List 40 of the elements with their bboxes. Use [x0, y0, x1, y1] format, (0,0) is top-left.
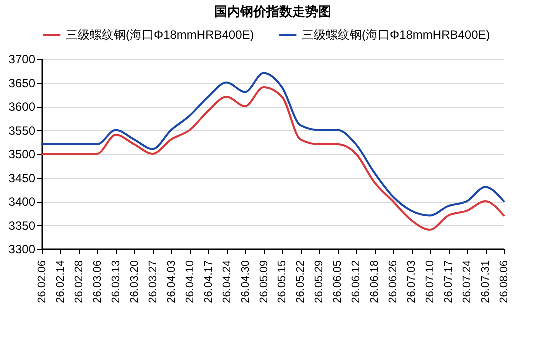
x-tick-label: 26.07.24	[462, 260, 474, 304]
x-tick-label: 26.04.10	[184, 260, 196, 304]
legend-label: 三级螺纹钢(海口Φ18mmHRB400E)	[66, 28, 254, 42]
x-tick-label: 26.04.17	[202, 260, 215, 304]
x-tick-label: 26.04.24	[221, 260, 234, 304]
x-tick-label: 26.03.20	[128, 260, 141, 304]
x-tick-label: 26.04.03	[166, 260, 178, 304]
y-tick-label: 3650	[8, 76, 36, 90]
x-tick-label: 26.05.22	[295, 260, 308, 304]
x-tick-label: 26.03.27	[147, 260, 160, 304]
line-series	[41, 72, 505, 217]
x-tick-label: 26.02.06	[36, 260, 48, 304]
x-tick-label: 26.05.15	[276, 260, 289, 304]
x-tick-label: 26.03.06	[92, 260, 104, 304]
x-tick-label: 26.04.30	[240, 260, 252, 304]
chart-title: 国内钢价指数走势图	[214, 4, 332, 19]
y-tick-label: 3700	[8, 52, 36, 66]
x-tick-label: 26.05.09	[258, 260, 270, 304]
x-tick-label: 26.02.14	[54, 260, 67, 304]
x-tick-label: 26.03.13	[110, 260, 122, 304]
x-tick-label: 26.06.26	[388, 260, 400, 304]
x-tick-label: 26.06.05	[332, 260, 344, 304]
y-tick-label: 3500	[8, 148, 36, 162]
x-tick-label: 26.07.31	[480, 260, 492, 304]
line-series	[41, 86, 505, 231]
x-tick-label: 26.07.10	[424, 260, 437, 304]
x-tick-label: 26.08.06	[498, 260, 510, 304]
y-tick-label: 3350	[8, 218, 36, 233]
x-tick-label: 26.07.17	[443, 260, 456, 304]
x-tick-label: 26.02.28	[73, 260, 86, 304]
y-tick-label: 3400	[8, 195, 36, 209]
legend-label: 三级螺纹钢(海口Φ18mmHRB400E)	[302, 28, 490, 42]
x-tick-label: 26.06.12	[350, 260, 363, 304]
x-tick-label: 26.05.29	[314, 260, 326, 304]
x-tick-label: 26.06.18	[369, 260, 382, 304]
y-tick-label: 3600	[8, 100, 36, 114]
y-tick-label: 3300	[8, 242, 36, 256]
x-tick-label: 26.07.03	[406, 260, 418, 304]
y-tick-label: 3550	[8, 124, 36, 138]
y-tick-label: 3450	[8, 171, 36, 186]
